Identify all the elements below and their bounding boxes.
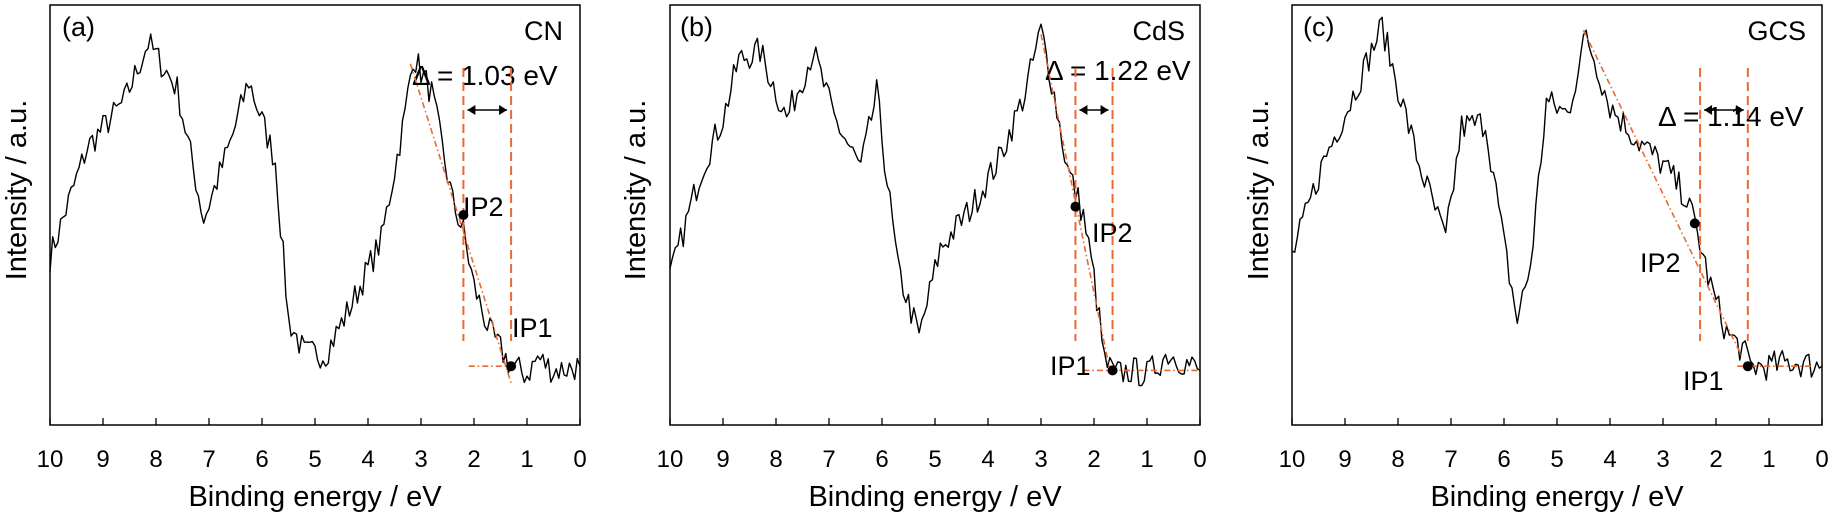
x-tick-label: 7 <box>1444 446 1457 473</box>
arrow-head-right <box>499 105 508 115</box>
x-ticks: 10 9 8 7 6 5 4 3 2 1 0 <box>37 446 587 473</box>
x-axis-label: Binding energy / eV <box>188 481 442 513</box>
panel-b: Intensity / a.u. (b) CdS Δ = 1.22 eV Bin… <box>620 4 1207 513</box>
arrow-head-left <box>467 105 476 115</box>
panel-label: (b) <box>680 12 713 42</box>
x-tick-label: 10 <box>37 446 64 473</box>
x-tick-label: 5 <box>928 446 941 473</box>
ip-label: IP2 <box>1092 218 1133 248</box>
panel-c: Intensity / a.u. (c) GCS Δ = 1.14 eV Bin… <box>1243 4 1829 513</box>
x-tick-label: 3 <box>414 446 427 473</box>
x-tick-label: 8 <box>149 446 162 473</box>
x-tick-label: 1 <box>1762 446 1775 473</box>
x-tick-label: 0 <box>573 446 586 473</box>
arrow-head-left <box>1704 105 1713 115</box>
x-tick-label: 4 <box>361 446 374 473</box>
ip-marker-ip2 <box>458 210 469 220</box>
x-tick-label: 9 <box>1338 446 1351 473</box>
x-tick-label: 3 <box>1656 446 1669 473</box>
data-layer <box>49 33 581 425</box>
ip-label: IP1 <box>512 313 553 343</box>
x-tick-label: 0 <box>1193 446 1206 473</box>
x-tick-label: 8 <box>1391 446 1404 473</box>
x-tick-label: 10 <box>657 446 684 473</box>
x-axis-label: Binding energy / eV <box>808 481 1062 513</box>
x-tick-label: 6 <box>875 446 888 473</box>
x-tick-label: 5 <box>1550 446 1563 473</box>
spectrum-line <box>669 23 1201 387</box>
plot-frame <box>1291 4 1823 426</box>
y-axis-label: Intensity / a.u. <box>1243 100 1275 281</box>
x-tick-label: 4 <box>981 446 994 473</box>
ip-marker-ip1 <box>506 361 517 372</box>
y-axis-label: Intensity / a.u. <box>620 100 652 281</box>
x-tick-label: 2 <box>467 446 480 473</box>
fit-line <box>409 63 512 384</box>
ip-label: IP2 <box>463 192 504 222</box>
panel-label: (c) <box>1303 12 1334 42</box>
ip-marker-ip1 <box>1742 361 1753 372</box>
x-ticks: 10 9 8 7 6 5 4 3 2 1 0 <box>657 446 1207 473</box>
x-tick-label: 8 <box>769 446 782 473</box>
x-tick-label: 1 <box>520 446 533 473</box>
panel-title: GCS <box>1747 16 1806 46</box>
ip-marker-ip1 <box>1107 365 1118 376</box>
panel-title: CdS <box>1132 16 1185 46</box>
x-tick-label: 10 <box>1279 446 1306 473</box>
x-tick-label: 6 <box>255 446 268 473</box>
x-tick-label: 7 <box>822 446 835 473</box>
ip-label: IP1 <box>1683 366 1724 396</box>
y-axis-label: Intensity / a.u. <box>1 100 33 281</box>
panel-title: CN <box>524 16 563 46</box>
x-ticks: 10 9 8 7 6 5 4 3 2 1 0 <box>1279 446 1829 473</box>
x-tick-label: 9 <box>96 446 109 473</box>
panel-label: (a) <box>62 12 95 42</box>
arrow-head-right <box>1100 105 1109 115</box>
x-tick-label: 7 <box>202 446 215 473</box>
ip-label: IP2 <box>1640 248 1681 278</box>
x-axis-label: Binding energy / eV <box>1430 481 1684 513</box>
data-layer <box>1291 16 1823 425</box>
x-tick-label: 4 <box>1603 446 1616 473</box>
arrow-head-left <box>1079 105 1088 115</box>
panel-a: Intensity / a.u. (a) CN Δ = 1.03 eV Bind… <box>1 4 587 513</box>
data-layer <box>669 23 1201 425</box>
fit-line <box>1582 29 1744 359</box>
x-tick-label: 5 <box>308 446 321 473</box>
x-tick-label: 2 <box>1087 446 1100 473</box>
gap-label: Δ = 1.14 eV <box>1658 101 1804 132</box>
spectrum-line <box>1291 16 1823 381</box>
gap-label: Δ = 1.03 eV <box>412 60 558 91</box>
x-tick-label: 0 <box>1815 446 1828 473</box>
ip-marker-ip2 <box>1070 201 1081 212</box>
x-tick-label: 1 <box>1140 446 1153 473</box>
ip-label: IP1 <box>1050 351 1091 381</box>
x-tick-label: 6 <box>1497 446 1510 473</box>
spectrum-line <box>49 33 581 384</box>
x-tick-label: 2 <box>1709 446 1722 473</box>
x-tick-label: 9 <box>716 446 729 473</box>
x-tick-label: 3 <box>1034 446 1047 473</box>
arrow-head-right <box>1735 105 1744 115</box>
ip-marker-ip2 <box>1689 218 1700 229</box>
gap-label: Δ = 1.22 eV <box>1045 55 1191 86</box>
